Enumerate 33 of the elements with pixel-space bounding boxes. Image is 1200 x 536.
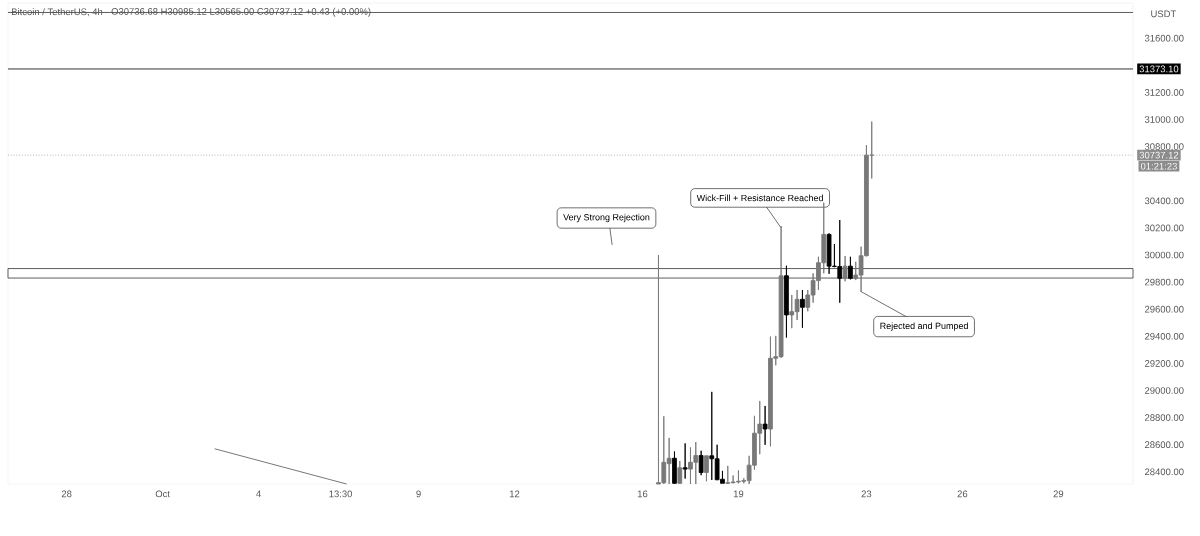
y-tick-label: 31200.00 bbox=[1144, 89, 1184, 96]
x-tick-label: 23 bbox=[861, 490, 872, 498]
ref-line-label: 31373.10 bbox=[1139, 65, 1179, 73]
annotation: Rejected and Pumped bbox=[880, 322, 968, 331]
x-tick-label: 28 bbox=[61, 490, 72, 498]
x-tick-label: 16 bbox=[637, 490, 648, 498]
text: 01:21:23 bbox=[1140, 162, 1177, 170]
y-axis-title: USDT bbox=[1151, 10, 1177, 18]
y-tick-label: 31600.00 bbox=[1144, 34, 1184, 42]
y-tick-label: 29000.00 bbox=[1144, 387, 1184, 394]
y-tick-label: 30000.00 bbox=[1144, 251, 1184, 259]
x-tick-label: 19 bbox=[733, 490, 744, 498]
x-tick-label: 29 bbox=[1053, 490, 1064, 498]
x-tick-label: 26 bbox=[957, 490, 968, 498]
y-tick-label: 30400.00 bbox=[1144, 197, 1184, 205]
x-tick-label: Oct bbox=[155, 490, 170, 498]
y-tick-label: 30200.00 bbox=[1144, 224, 1184, 232]
y-tick-label: 29200.00 bbox=[1144, 360, 1184, 367]
x-tick-label: 13:30 bbox=[329, 490, 353, 498]
y-tick-label: 28600.00 bbox=[1144, 441, 1184, 449]
y-tick-label: 28800.00 bbox=[1144, 414, 1184, 421]
y-tick-label: 29600.00 bbox=[1144, 305, 1184, 313]
annotation: Wick-Fill + Resistance Reached bbox=[696, 194, 823, 202]
y-tick-label: 28400.00 bbox=[1144, 468, 1184, 476]
y-tick-label: 29400.00 bbox=[1144, 332, 1184, 340]
ref-line-label: 30737.12 bbox=[1139, 151, 1179, 159]
x-tick-label: 9 bbox=[416, 490, 421, 498]
x-tick-label: 12 bbox=[509, 490, 520, 498]
x-tick-label: 4 bbox=[256, 490, 261, 498]
y-tick-label: 30800.00 bbox=[1144, 143, 1184, 150]
annotation: Very Strong Rejection bbox=[563, 213, 650, 223]
y-tick-label: 31000.00 bbox=[1144, 116, 1184, 123]
y-tick-label: 29800.00 bbox=[1144, 278, 1184, 286]
